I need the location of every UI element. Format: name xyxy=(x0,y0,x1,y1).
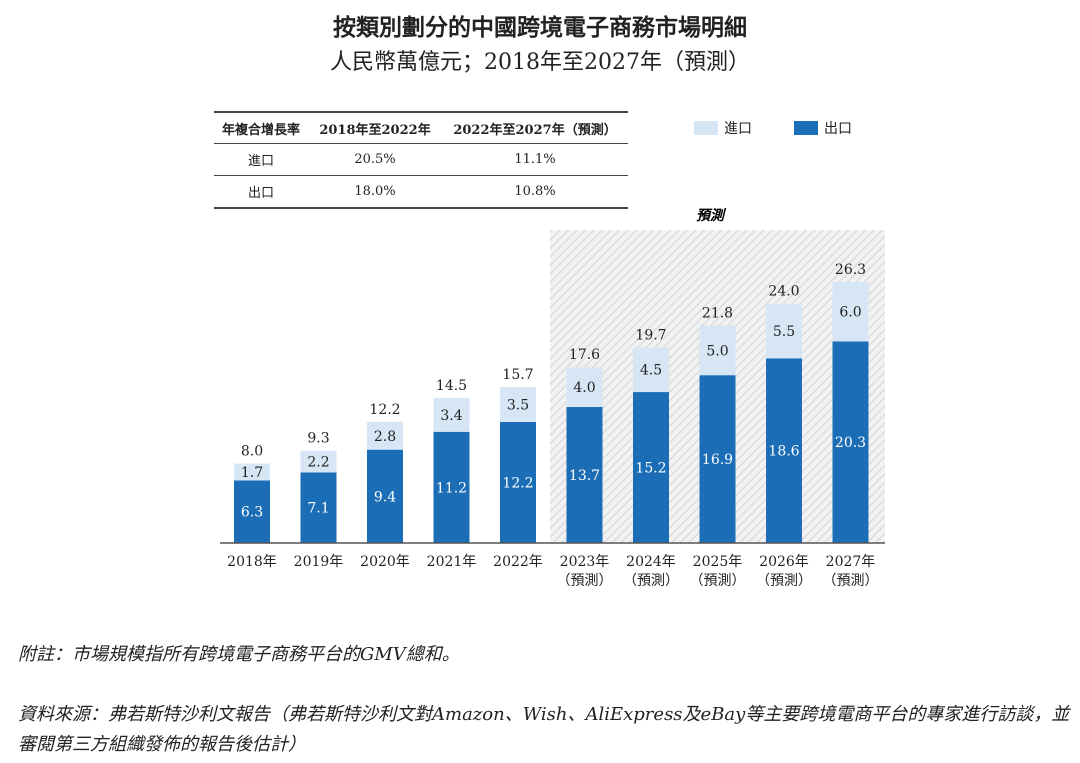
x-tick-label: 2022年 xyxy=(493,554,543,570)
label-export: 18.6 xyxy=(768,444,799,460)
x-tick-label: 2020年 xyxy=(360,554,410,570)
x-tick-label: 2024年 xyxy=(626,554,676,570)
label-total: 12.2 xyxy=(369,402,400,418)
cagr-cell: 出口 xyxy=(214,175,309,209)
legend-label: 出口 xyxy=(824,121,852,137)
bar-import xyxy=(433,398,470,432)
forecast-label: 預測 xyxy=(696,207,727,224)
chart-title: 按類別劃分的中國跨境電子商務市場明細 xyxy=(333,15,747,41)
cagr-header: 2018年至2022年 xyxy=(308,111,443,144)
cagr-header: 2022年至2027年（預測） xyxy=(442,111,629,144)
bar-import xyxy=(500,387,536,422)
cagr-cell: 20.5% xyxy=(308,143,443,176)
cagr-cell: 進口 xyxy=(214,143,309,176)
bar-export xyxy=(367,449,403,543)
x-tick-label: 2019年 xyxy=(294,554,344,570)
bar-export xyxy=(300,472,337,543)
label-import: 4.0 xyxy=(573,380,595,396)
label-total: 17.6 xyxy=(569,347,600,363)
label-import: 3.4 xyxy=(440,408,462,424)
bar-import xyxy=(566,367,603,407)
x-tick-label: 2027年 xyxy=(826,554,876,570)
bar-export xyxy=(433,431,470,543)
x-tick-label: 2021年 xyxy=(427,554,477,570)
label-total: 15.7 xyxy=(502,367,533,383)
label-import: 1.7 xyxy=(241,465,263,481)
legend-export: 出口 xyxy=(794,118,852,138)
label-export: 7.1 xyxy=(307,501,329,517)
cagr-cell: 10.8% xyxy=(442,175,629,209)
bar-export xyxy=(566,406,603,543)
bar-import xyxy=(367,421,403,450)
cagr-table: 年複合增長率 2018年至2022年 2022年至2027年（預測） 進口 20.5%… xyxy=(214,111,629,209)
label-import: 2.2 xyxy=(307,455,329,471)
label-total: 9.3 xyxy=(307,431,329,447)
bar-export xyxy=(633,392,669,543)
bar-export xyxy=(766,358,802,543)
x-tick-label: 2018年 xyxy=(227,554,277,570)
x-tick-forecast: （預測） xyxy=(690,573,746,589)
bar-import xyxy=(766,303,802,359)
bar-import xyxy=(699,325,736,376)
x-tick-forecast: （預測） xyxy=(557,573,613,589)
label-export: 9.4 xyxy=(374,489,396,505)
label-export: 11.2 xyxy=(436,480,467,496)
bar-import xyxy=(832,281,869,342)
x-tick-label: 2026年 xyxy=(759,554,809,570)
label-total: 14.5 xyxy=(436,378,467,394)
legend-swatch-import xyxy=(694,121,718,135)
cagr-header: 年複合增長率 xyxy=(214,111,309,144)
label-export: 16.9 xyxy=(702,452,733,468)
bar-import xyxy=(300,450,337,473)
legend-swatch-export xyxy=(794,121,818,135)
bar-export xyxy=(699,375,736,543)
cagr-cell: 11.1% xyxy=(442,143,629,176)
chart-subtitle: 人民幣萬億元；2018年至2027年（預測） xyxy=(330,50,750,75)
cagr-cell: 18.0% xyxy=(308,175,443,209)
label-import: 4.5 xyxy=(640,363,662,379)
label-import: 5.0 xyxy=(706,343,728,359)
x-tick-forecast: （預測） xyxy=(823,573,879,589)
x-tick-forecast: （預測） xyxy=(756,573,812,589)
label-export: 6.3 xyxy=(241,505,263,521)
label-total: 26.3 xyxy=(835,262,866,278)
bar-import xyxy=(234,463,270,481)
footnote: 附註：市場規模指所有跨境電子商務平台的GMV總和。 xyxy=(18,644,460,665)
bar-chart: 預測 6.3 1.7 8.0 2018年 7.1 2.2 9.3 2019年 9.4 2.8 12.… xyxy=(220,207,885,589)
label-export: 12.2 xyxy=(502,475,533,491)
x-tick-label: 2025年 xyxy=(693,554,743,570)
label-total: 24.0 xyxy=(768,284,799,300)
bar-export xyxy=(234,480,270,543)
label-export: 20.3 xyxy=(835,435,866,451)
label-total: 19.7 xyxy=(635,327,666,343)
label-import: 2.8 xyxy=(374,429,396,445)
legend-label: 進口 xyxy=(724,121,752,137)
source-note: 資料來源：弗若斯特沙利文報告（弗若斯特沙利文對Amazon、Wish、AliEx… xyxy=(18,704,1070,755)
bar-export xyxy=(500,421,536,543)
label-export: 13.7 xyxy=(569,468,600,484)
bar-import xyxy=(633,347,669,393)
label-total: 8.0 xyxy=(241,444,263,460)
bar-export xyxy=(832,341,869,543)
label-import: 5.5 xyxy=(773,324,795,340)
x-tick-forecast: （預測） xyxy=(623,573,679,589)
legend-import: 進口 xyxy=(694,118,752,138)
label-export: 15.2 xyxy=(635,461,666,477)
label-import: 3.5 xyxy=(507,397,529,413)
label-import: 6.0 xyxy=(839,305,861,321)
label-total: 21.8 xyxy=(702,306,733,322)
x-tick-label: 2023年 xyxy=(560,554,610,570)
